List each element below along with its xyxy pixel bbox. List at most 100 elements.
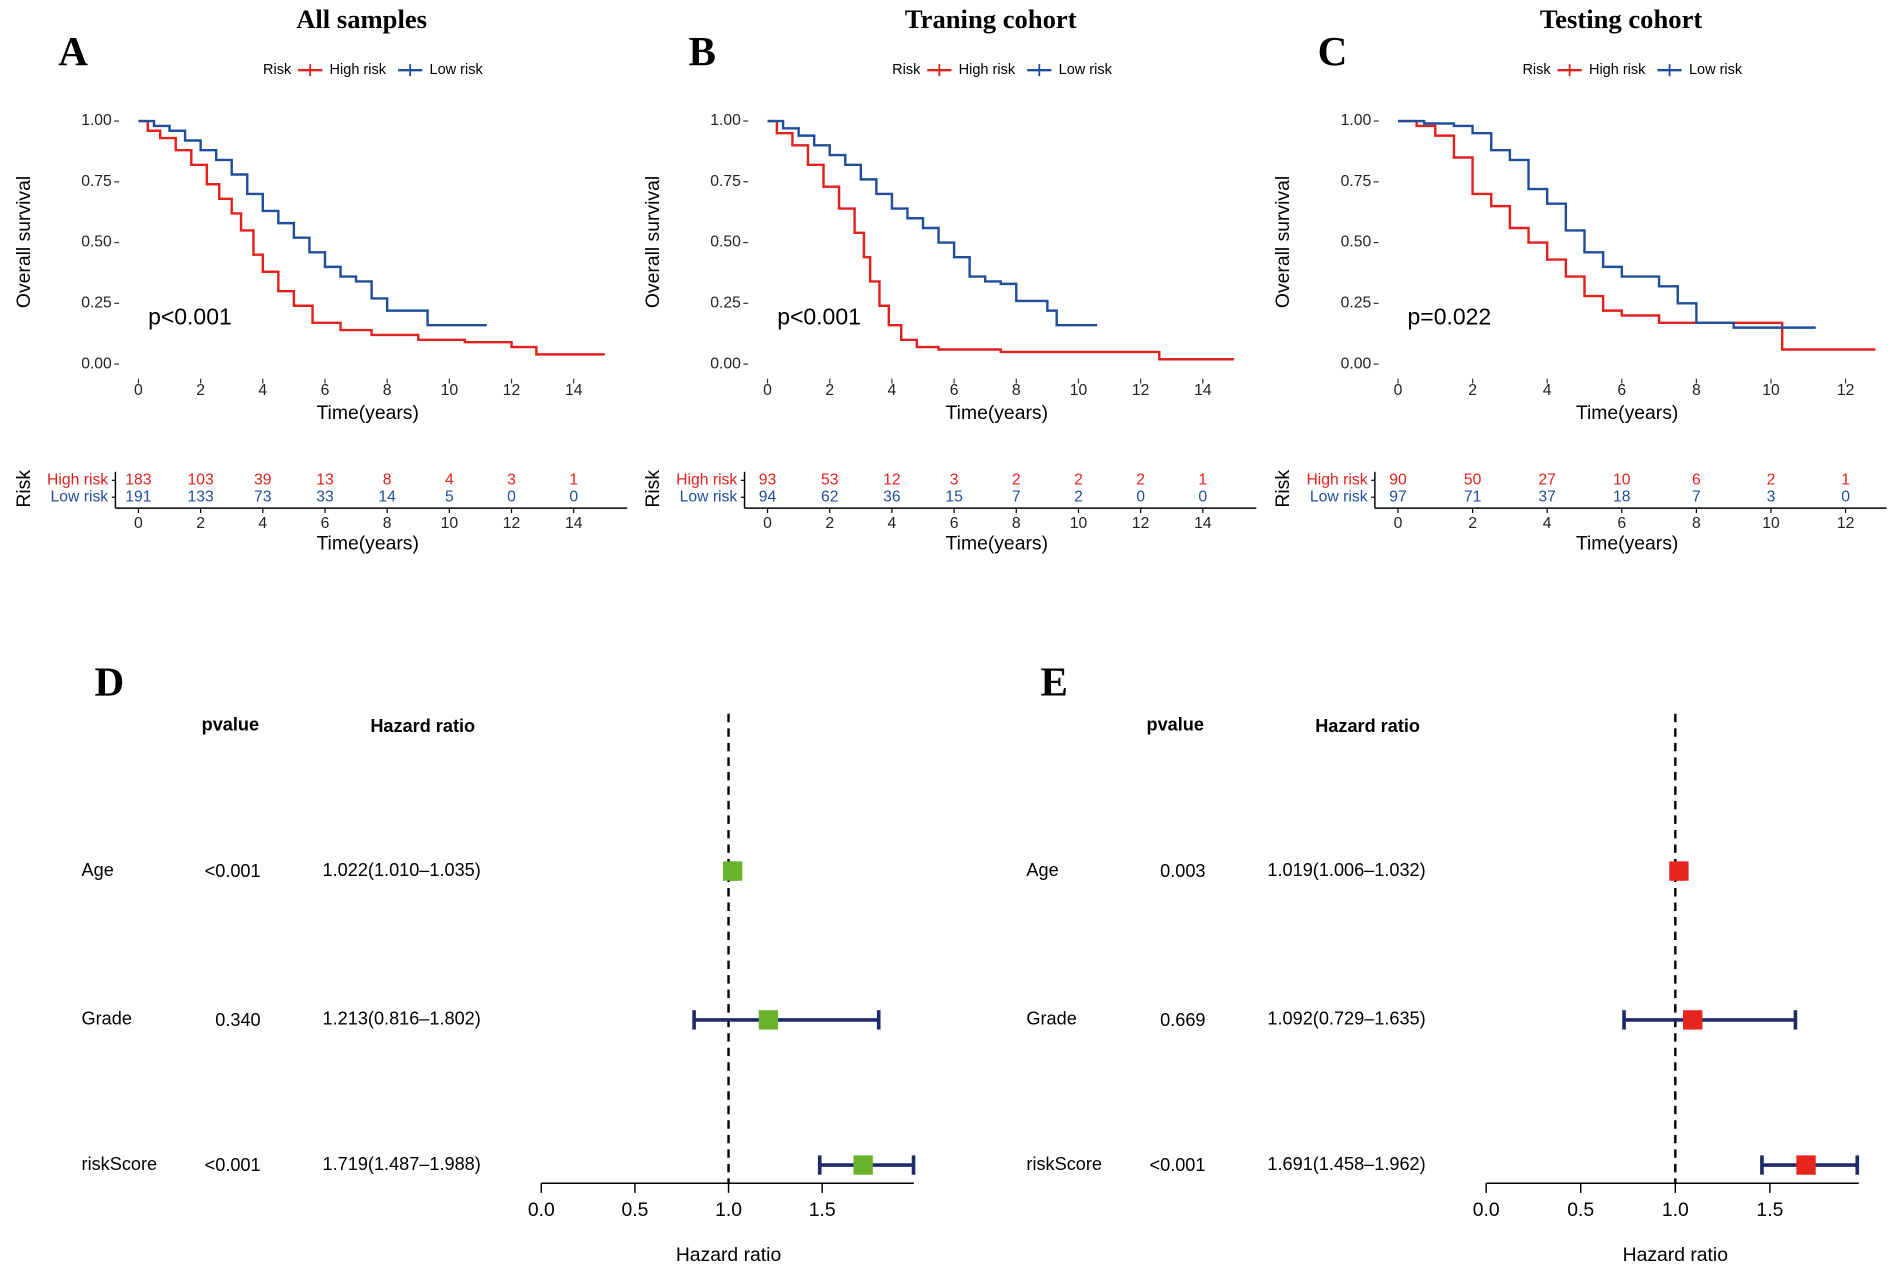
hazard-ratio-point <box>1683 1010 1703 1030</box>
x-tick-label: 4 <box>888 382 897 399</box>
annotation: p<0.001 <box>148 303 232 329</box>
panel-letter: D <box>95 658 125 704</box>
panel-letter: C <box>1318 28 1348 74</box>
panel-letter: E <box>1041 658 1068 704</box>
at-risk-count: 13 <box>316 471 334 488</box>
risk-label: Risk <box>13 470 35 508</box>
x-tick-label: 0 <box>1394 382 1403 399</box>
hazard-ratio-label: 1.691(1.458–1.962) <box>1267 1154 1425 1174</box>
at-risk-count: 71 <box>1464 488 1481 505</box>
y-tick-label: 0.25 <box>81 294 112 311</box>
at-risk-count: 7 <box>1692 488 1701 505</box>
pvalue: <0.001 <box>205 861 261 881</box>
legend-label: Low risk <box>1059 62 1113 78</box>
x-tick-label: 1.0 <box>1662 1199 1689 1221</box>
pvalue: <0.001 <box>1150 1155 1206 1175</box>
at-risk-count: 97 <box>1389 488 1406 505</box>
hazard-ratio-point <box>853 1155 873 1175</box>
risk-x-tick-label: 10 <box>1762 515 1780 532</box>
y-axis-label: Overall survival <box>1272 176 1294 308</box>
risk-x-tick-label: 10 <box>441 515 459 532</box>
risk-x-tick-label: 4 <box>258 515 267 532</box>
at-risk-count: 0 <box>1198 488 1207 505</box>
at-risk-count: 15 <box>945 488 963 505</box>
x-tick-label: 12 <box>1132 382 1149 399</box>
row-label: Age <box>82 860 114 880</box>
pvalue: 0.003 <box>1160 861 1205 881</box>
at-risk-count: 103 <box>187 471 213 488</box>
risk-x-axis-label: Time(years) <box>1576 533 1678 555</box>
at-risk-count: 62 <box>821 488 838 505</box>
risk-x-axis-label: Time(years) <box>946 533 1048 555</box>
at-risk-count: 12 <box>883 471 900 488</box>
survival-curve <box>138 119 605 356</box>
at-risk-count: 3 <box>1767 488 1776 505</box>
row-label: Age <box>1026 860 1058 880</box>
legend-label: High risk <box>1589 62 1646 78</box>
risk-x-tick-label: 6 <box>1617 515 1626 532</box>
at-risk-count: 2 <box>1074 471 1083 488</box>
x-tick-label: 0.5 <box>1567 1199 1594 1221</box>
y-tick-label: 0.00 <box>710 355 741 372</box>
y-tick-label: 0.00 <box>81 355 112 372</box>
hazard-ratio-point <box>722 861 743 881</box>
x-tick-label: 0.5 <box>621 1199 648 1221</box>
x-tick-label: 4 <box>1543 382 1552 399</box>
x-axis-label: Hazard ratio <box>1623 1244 1728 1266</box>
hazard-ratio-label: 1.019(1.006–1.032) <box>1267 860 1425 880</box>
x-tick-label: 0.0 <box>1473 1199 1500 1221</box>
at-risk-count: 1 <box>1198 471 1207 488</box>
pvalue: 0.669 <box>1160 1010 1205 1030</box>
y-tick-label: 0.00 <box>1341 355 1372 372</box>
chart-title: Testing cohort <box>1540 4 1703 34</box>
survival-curve <box>767 119 1098 327</box>
x-axis-label: Time(years) <box>946 402 1048 424</box>
risk-x-tick-label: 8 <box>1012 515 1021 532</box>
hazard-ratio-point <box>758 1010 779 1030</box>
risk-x-tick-label: 6 <box>321 515 330 532</box>
column-header: Hazard ratio <box>1315 716 1420 736</box>
hazard-ratio-label: 1.213(0.816–1.802) <box>323 1009 481 1029</box>
risk-x-tick-label: 2 <box>825 515 834 532</box>
survival-curve <box>1397 119 1816 329</box>
x-tick-label: 1.5 <box>1756 1199 1783 1221</box>
at-risk-count: 7 <box>1012 488 1021 505</box>
at-risk-count: 0 <box>569 488 578 505</box>
y-tick-label: 0.75 <box>710 173 741 190</box>
annotation: p=0.022 <box>1408 303 1492 329</box>
at-risk-count: 14 <box>378 488 396 505</box>
row-label: Grade <box>1026 1009 1076 1029</box>
legend-label: High risk <box>959 62 1016 78</box>
at-risk-count: 8 <box>383 471 392 488</box>
y-tick-label: 1.00 <box>1341 112 1372 129</box>
at-risk-count: 191 <box>125 488 151 505</box>
legend-title: Risk <box>1522 62 1551 78</box>
chart-title: All samples <box>296 4 427 34</box>
pvalue: 0.340 <box>215 1010 260 1030</box>
at-risk-count: 183 <box>125 471 151 488</box>
risk-row-label: Low risk <box>680 488 738 505</box>
y-tick-label: 0.25 <box>710 294 741 311</box>
risk-x-tick-label: 12 <box>1837 515 1854 532</box>
y-tick-label: 0.50 <box>1341 234 1372 251</box>
at-risk-count: 0 <box>1136 488 1145 505</box>
hazard-ratio-label: 1.092(0.729–1.635) <box>1267 1009 1425 1029</box>
risk-label: Risk <box>642 470 664 508</box>
at-risk-count: 50 <box>1464 471 1482 488</box>
hazard-ratio-point <box>1669 861 1689 881</box>
panel-letter: A <box>58 28 88 74</box>
column-header: Hazard ratio <box>370 716 475 736</box>
at-risk-count: 33 <box>316 488 334 505</box>
at-risk-count: 3 <box>950 471 959 488</box>
column-header: pvalue <box>202 715 259 735</box>
x-tick-label: 2 <box>825 382 834 399</box>
at-risk-count: 18 <box>1613 488 1631 505</box>
y-tick-label: 0.50 <box>81 234 112 251</box>
row-label: Grade <box>82 1009 132 1029</box>
risk-x-tick-label: 2 <box>196 515 205 532</box>
y-tick-label: 1.00 <box>81 112 112 129</box>
at-risk-count: 94 <box>759 488 777 505</box>
risk-x-tick-label: 0 <box>1394 515 1403 532</box>
risk-row-label: High risk <box>676 471 737 488</box>
